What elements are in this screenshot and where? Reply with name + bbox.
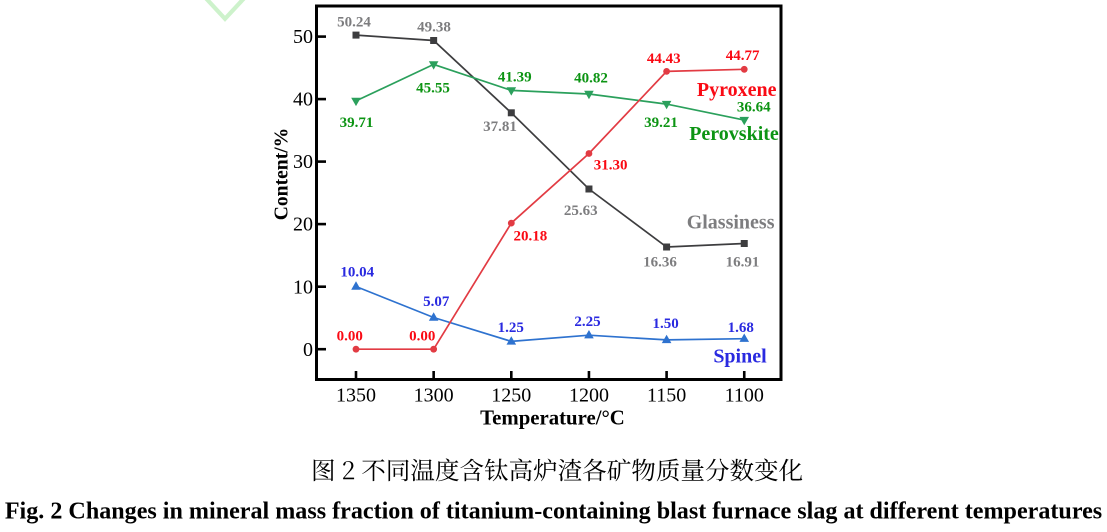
svg-text:39.21: 39.21 xyxy=(644,115,678,131)
svg-text:1.25: 1.25 xyxy=(498,320,524,336)
svg-text:Perovskite: Perovskite xyxy=(689,123,779,145)
svg-text:25.63: 25.63 xyxy=(564,203,598,219)
svg-text:10: 10 xyxy=(293,276,313,298)
svg-text:16.91: 16.91 xyxy=(726,255,760,271)
svg-text:40: 40 xyxy=(293,89,313,111)
svg-text:49.38: 49.38 xyxy=(417,20,451,36)
svg-text:20.18: 20.18 xyxy=(514,229,548,245)
svg-text:20: 20 xyxy=(293,214,313,236)
svg-text:39.71: 39.71 xyxy=(340,115,374,131)
svg-text:0: 0 xyxy=(303,339,313,361)
svg-text:36.64: 36.64 xyxy=(737,100,771,116)
svg-text:1150: 1150 xyxy=(647,384,686,406)
svg-text:50: 50 xyxy=(293,26,313,48)
svg-text:37.81: 37.81 xyxy=(483,119,517,135)
svg-text:1.50: 1.50 xyxy=(652,316,678,332)
svg-text:0.00: 0.00 xyxy=(337,328,363,344)
svg-text:1300: 1300 xyxy=(414,384,454,406)
svg-text:0.00: 0.00 xyxy=(409,328,435,344)
svg-text:50.24: 50.24 xyxy=(337,15,371,31)
svg-text:1350: 1350 xyxy=(336,384,376,406)
svg-text:44.77: 44.77 xyxy=(726,48,760,64)
svg-text:30: 30 xyxy=(293,151,313,173)
svg-text:5.07: 5.07 xyxy=(423,294,450,310)
svg-text:Temperature/°C: Temperature/°C xyxy=(480,407,625,430)
svg-text:1.68: 1.68 xyxy=(728,320,754,336)
svg-text:1100: 1100 xyxy=(725,384,764,406)
svg-text:44.43: 44.43 xyxy=(647,51,681,67)
svg-text:1200: 1200 xyxy=(569,384,609,406)
svg-text:41.39: 41.39 xyxy=(498,69,532,85)
svg-text:Spinel: Spinel xyxy=(713,345,767,367)
svg-text:16.36: 16.36 xyxy=(643,255,677,271)
svg-text:Fig. 2 Changes in mineral mass: Fig. 2 Changes in mineral mass fraction … xyxy=(5,499,1102,525)
svg-text:1250: 1250 xyxy=(491,384,531,406)
svg-text:Pyroxene: Pyroxene xyxy=(697,79,777,101)
svg-text:31.30: 31.30 xyxy=(594,158,628,174)
svg-text:Content/%: Content/% xyxy=(272,128,293,221)
svg-text:10.04: 10.04 xyxy=(340,264,374,280)
svg-text:2.25: 2.25 xyxy=(574,314,600,330)
svg-text:Glassiness: Glassiness xyxy=(687,212,775,234)
svg-text:45.55: 45.55 xyxy=(416,80,450,96)
svg-text:40.82: 40.82 xyxy=(574,71,608,87)
